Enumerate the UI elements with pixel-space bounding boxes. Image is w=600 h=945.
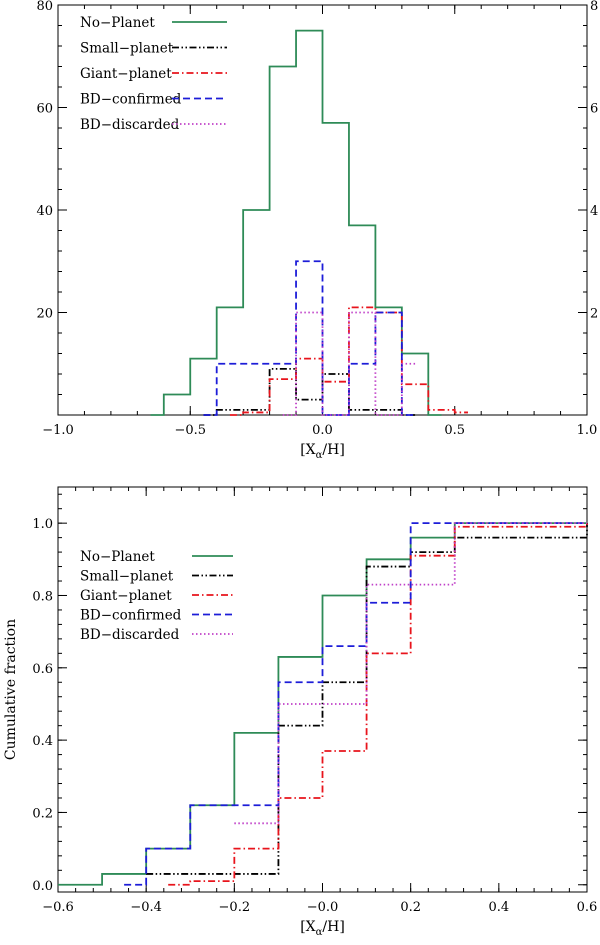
x-axis-label-tail: /H]	[322, 919, 344, 935]
x-axis-label-sub: α	[316, 927, 323, 938]
legend: No−Planet Small−planet Giant−planet BD−conf…	[80, 15, 227, 133]
series-small-planet	[146, 523, 588, 875]
y-axis-label: Cumulative fraction	[3, 619, 19, 760]
legend-label: Giant−planet	[80, 588, 172, 604]
legend-label: Small−planet	[80, 569, 174, 585]
y-tick-label: 60	[36, 102, 53, 117]
series-no-planet	[150, 29, 442, 416]
y-tick-label: 20	[36, 307, 53, 322]
series-giant-planet	[229, 306, 468, 416]
x-tick-label: 0.5	[444, 423, 465, 438]
x-axis-label-sub: α	[316, 450, 323, 461]
legend: No−Planet Small−planet Giant−planet BD−conf…	[80, 549, 233, 643]
x-tick-label: 0.4	[488, 900, 509, 915]
legend-label: BD−confirmed	[80, 92, 182, 108]
legend-label: BD−discarded	[80, 627, 180, 643]
y-right-tick-label: 2	[590, 307, 598, 322]
legend-label: No−Planet	[80, 15, 155, 31]
x-tick-label: −0.0	[307, 900, 339, 915]
x-tick-label: −0.2	[219, 900, 251, 915]
y-tick-label: 0.6	[32, 662, 53, 677]
legend-label: BD−discarded	[80, 117, 180, 133]
y-tick-label: 80	[36, 0, 53, 14]
y-tick-label: 1.0	[32, 517, 53, 532]
x-axis-label-tail: /H]	[322, 442, 344, 458]
y-tick-label: 0.2	[32, 806, 53, 821]
x-axis-label-main: [X	[300, 919, 315, 935]
x-tick-label: 0.0	[312, 423, 333, 438]
x-axis-label-main: [X	[300, 442, 315, 458]
y-tick-label: 40	[36, 204, 53, 219]
histogram-panel: −1.0 −0.5 0.0 0.5 1.0 20 40 60 80 2 4 6 8 [Xα/H] No−Pl…	[36, 0, 598, 461]
cumulative-panel: −0.6 −0.4 −0.2 −0.0 0.2 0.4 0.6 0.0 0.2 0.4 0.6 0.8…	[3, 486, 598, 938]
x-tick-label: −1.0	[42, 423, 74, 438]
series-small-planet	[203, 367, 416, 416]
y-tick-label: 0.4	[32, 734, 53, 749]
x-tick-label: −0.4	[130, 900, 162, 915]
y-right-tick-label: 6	[590, 102, 598, 117]
y-tick-label: 0.0	[32, 879, 53, 894]
y-right-tick-label: 4	[590, 204, 598, 219]
x-axis-label: [Xα/H]	[300, 919, 345, 938]
legend-label: BD−confirmed	[80, 608, 182, 624]
legend-label: No−Planet	[80, 549, 155, 565]
legend-label: Giant−planet	[80, 66, 172, 82]
x-tick-label: 0.6	[577, 900, 598, 915]
x-tick-label: −0.6	[42, 900, 74, 915]
y-tick-label: 0.8	[32, 589, 53, 604]
series-bd-confirmed	[124, 522, 587, 886]
series-bd-discarded	[234, 522, 587, 825]
y-right-tick-label: 8	[590, 0, 598, 14]
legend-label: Small−planet	[80, 41, 174, 57]
x-axis-label: [Xα/H]	[300, 442, 345, 461]
x-tick-label: 0.2	[400, 900, 421, 915]
x-tick-label: −0.5	[174, 423, 206, 438]
series-bd-confirmed	[203, 260, 416, 416]
series-giant-planet	[168, 523, 588, 886]
x-tick-label: 1.0	[577, 423, 598, 438]
